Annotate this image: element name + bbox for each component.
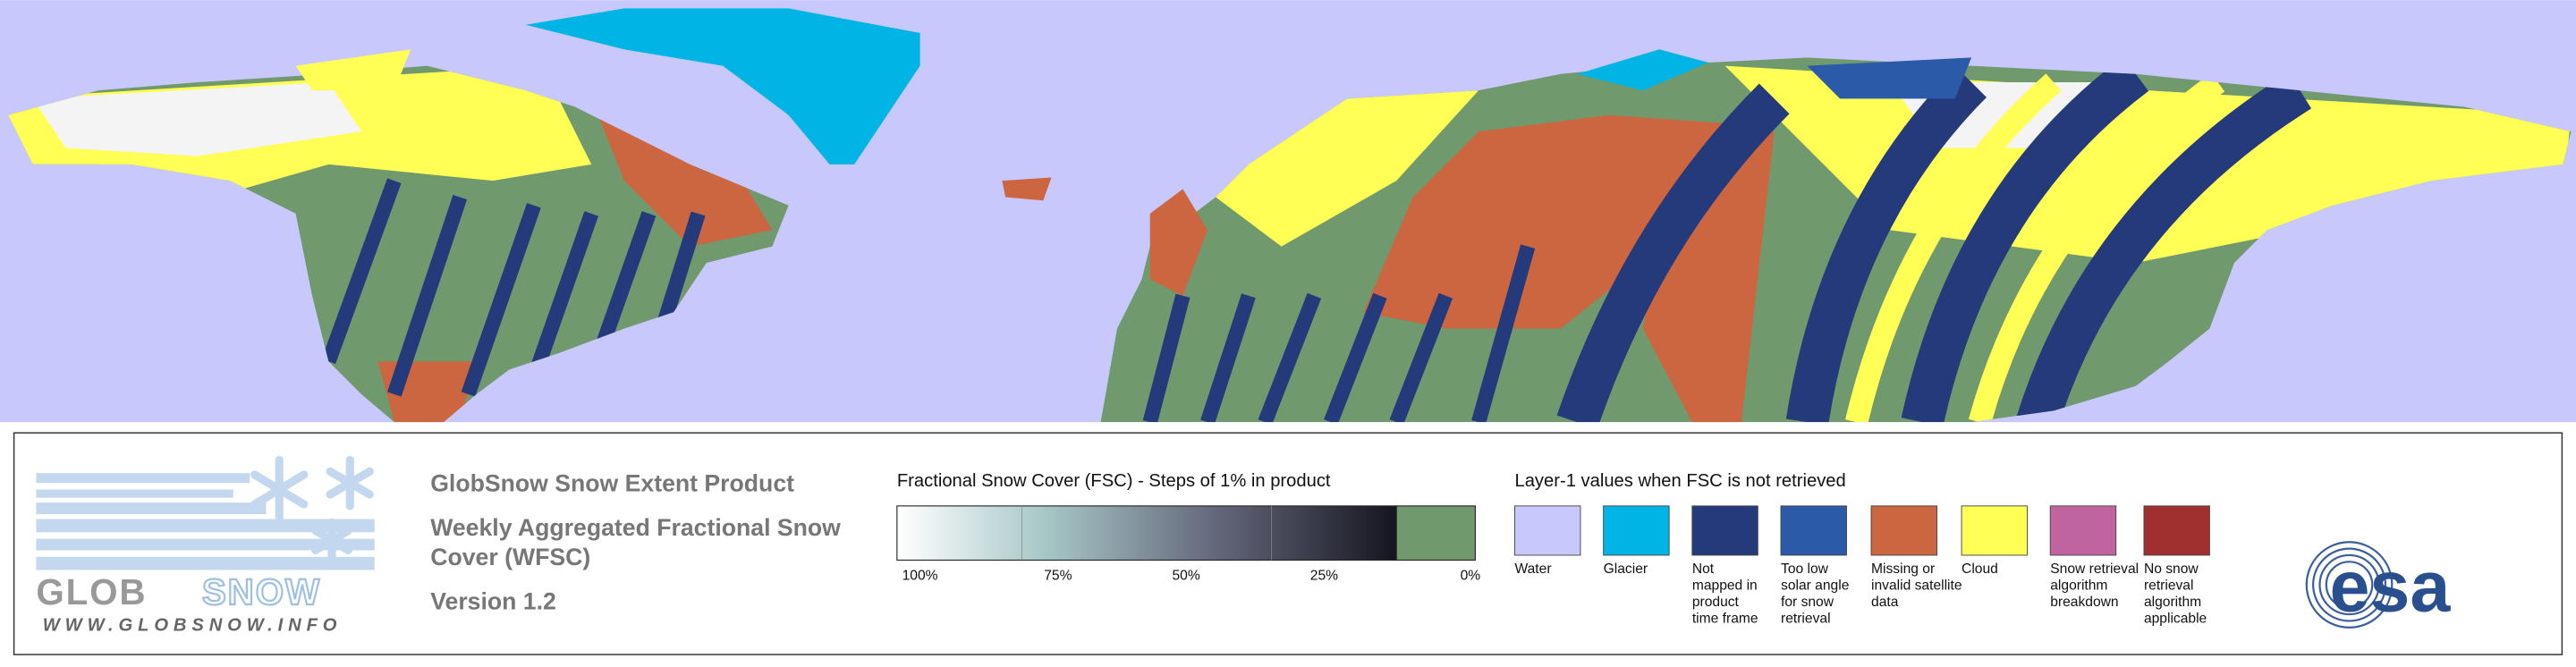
logo-name-part: GLOB (36, 571, 147, 612)
legend-swatch (1514, 505, 1581, 556)
product-title: GlobSnow Snow Extent Product (430, 469, 794, 496)
fsc-legend-title: Fractional Snow Cover (FSC) - Steps of 1… (897, 471, 1331, 491)
legend-swatch (2143, 505, 2210, 556)
stripe (1901, 57, 2149, 423)
stripe (1785, 67, 1987, 423)
legend-label: invalid satellite (1871, 578, 1962, 594)
missing-area (1002, 177, 1052, 201)
logo-url: WWW.GLOBSNOW.INFO (43, 615, 343, 635)
snowflake (311, 518, 352, 563)
glacier (525, 8, 920, 165)
layer1-legend-title: Layer-1 values when FSC is not retrieved (1514, 471, 1845, 491)
legend-label: applicable (2144, 611, 2207, 626)
fsc-tick-label: 100% (902, 569, 938, 584)
logo-bar (36, 556, 375, 570)
legend-label: for snow (1781, 595, 1835, 610)
logo-bar (36, 519, 375, 533)
product-version: Version 1.2 (430, 588, 556, 615)
stripe (321, 178, 402, 365)
stripe (1844, 73, 2062, 423)
product-subtitle: Weekly Aggregated Fractional Snow (430, 514, 841, 541)
logo-bar (36, 538, 375, 551)
legend-label: Water (1514, 561, 1551, 577)
stripe (386, 194, 468, 397)
missing-area (1149, 189, 1208, 296)
legend-label: Glacier (1604, 561, 1648, 577)
esa-ring (2312, 547, 2387, 622)
legend-swatch (1961, 505, 2028, 556)
legend-swatch (2049, 505, 2117, 556)
fsc-tick-label: 75% (1044, 569, 1072, 584)
legend-label: Cloud (1962, 561, 1998, 577)
legend-swatch (1870, 505, 1937, 556)
legend-label: algorithm (2144, 595, 2201, 610)
rect (1395, 505, 1476, 561)
legend-label: retrieval (1781, 611, 1831, 626)
legend-label: Too low (1781, 561, 1829, 577)
logo-bar (36, 473, 250, 484)
product-subtitle: Cover (WFSC) (430, 544, 590, 570)
missing-area (1363, 114, 1725, 329)
esa-ring (2325, 561, 2374, 609)
esa-ring (2305, 541, 2394, 629)
stripe (1258, 292, 1322, 423)
stripe (1968, 72, 2225, 423)
esa-logo-text: esa (2329, 546, 2451, 627)
legend-label: Missing or (1871, 561, 1935, 577)
legend-label: mapped in (1692, 578, 1758, 594)
stripe (1142, 293, 1191, 423)
legend-label: No snow (2144, 561, 2199, 577)
fsc-tick-label: 50% (1172, 569, 1199, 584)
fsc-tick-label: 25% (1310, 569, 1338, 584)
logo-bar (36, 502, 267, 515)
legend-label: Not (1692, 561, 1715, 577)
legend-label: algorithm (2050, 578, 2107, 594)
legend-label: Snow retrieval (2050, 561, 2139, 577)
stripe (1389, 292, 1453, 423)
stripe (1556, 83, 1790, 423)
legend-label: solar angle (1781, 578, 1849, 594)
solar-area (1807, 57, 1972, 99)
glacier (1577, 49, 1709, 91)
legend-swatch (1691, 505, 1758, 556)
stripe (1200, 293, 1256, 423)
legend-label: data (1871, 595, 1899, 610)
snow-area (32, 81, 362, 156)
legend-label: product (1692, 595, 1740, 610)
snow-area (1216, 90, 1479, 247)
fsc-tick-label: 0% (1461, 569, 1481, 584)
stripe (1471, 244, 1536, 423)
logo-bar (36, 489, 233, 498)
snow-area (295, 49, 411, 91)
snowflake (326, 455, 374, 511)
esa-ring (2318, 553, 2380, 616)
legend-swatch (1780, 505, 1847, 556)
snowflake (250, 455, 309, 524)
legend-swatch (1603, 505, 1670, 556)
legend-label: breakdown (2050, 595, 2118, 610)
legend-label: retrieval (2144, 578, 2194, 594)
stripe (2016, 72, 2312, 423)
stripe (1324, 292, 1387, 423)
stripe (461, 203, 541, 397)
stripe (592, 211, 657, 356)
logo-name-part: SNOW (202, 571, 321, 612)
stripe (527, 211, 599, 381)
legend-label: time frame (1692, 611, 1758, 626)
